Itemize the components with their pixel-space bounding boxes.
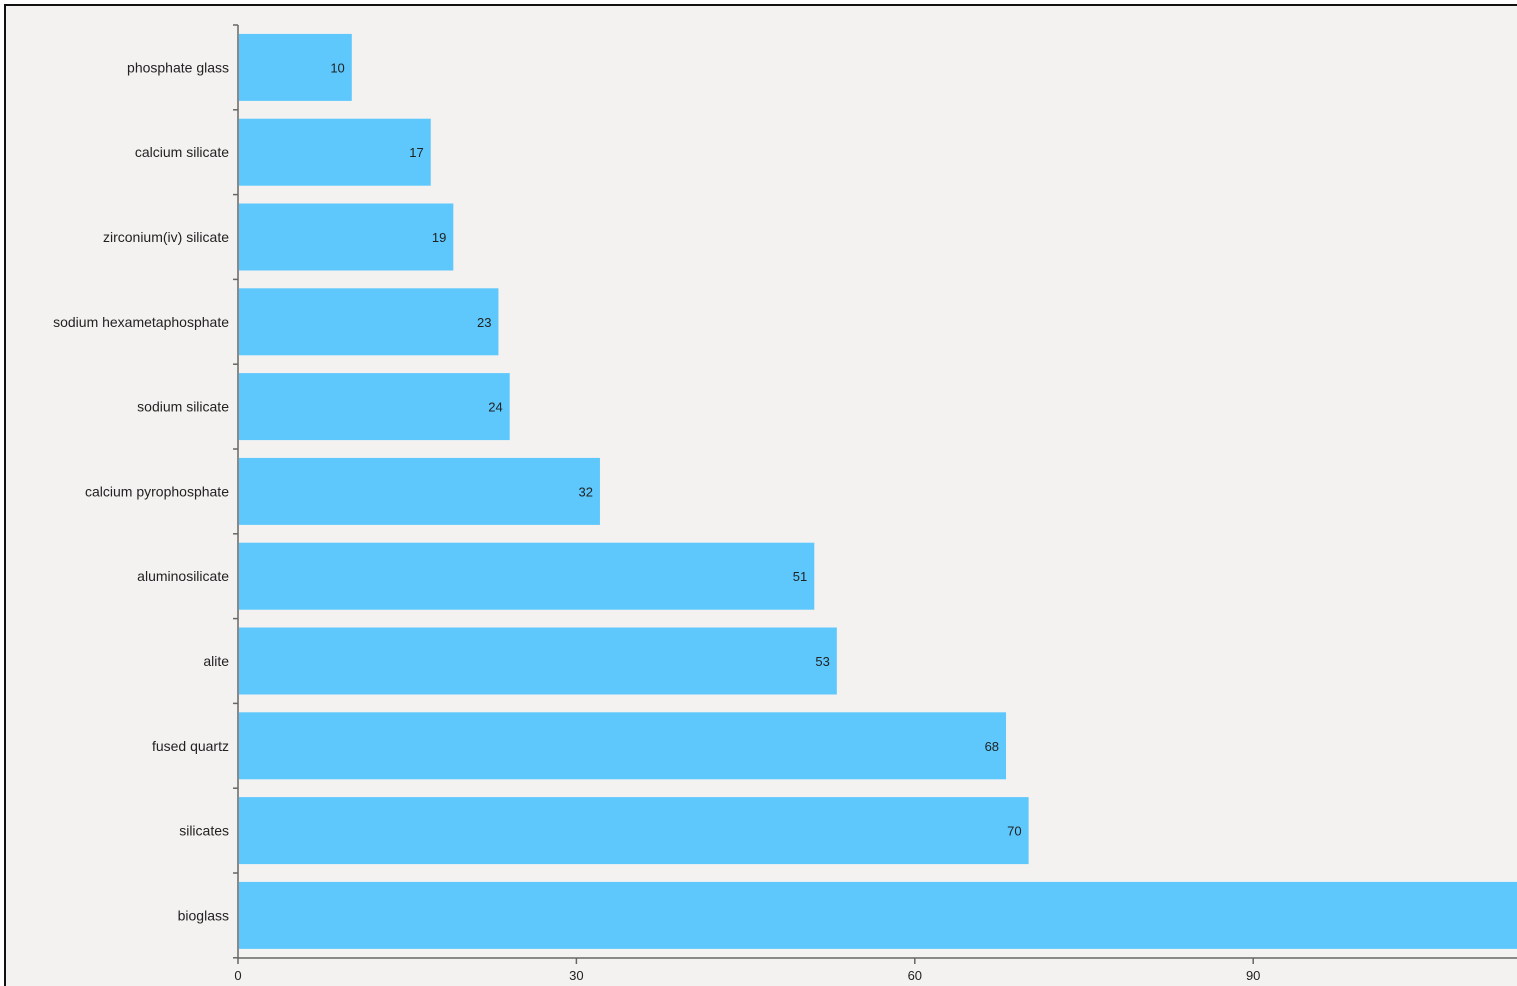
data-label: 51 [793,569,807,584]
data-label: 19 [432,230,446,245]
bar [239,712,1007,780]
data-label: 68 [985,739,999,754]
value-labels: 10 17 19 23 24 32 51 53 68 70 [330,60,1021,838]
category-label: alite [203,653,229,669]
x-axis-ticks: 0 30 60 90 [234,958,1260,983]
category-label: sodium hexametaphosphate [53,314,229,330]
category-label: bioglass [178,907,229,923]
category-label: zirconium(iv) silicate [103,229,229,245]
bar [239,797,1029,865]
bar [239,33,352,101]
bar [239,373,510,441]
category-labels: phosphate glass calcium silicate zirconium… [53,59,229,923]
category-label: silicates [179,823,229,839]
x-tick-label: 30 [569,968,583,983]
bar [239,457,600,525]
category-label: phosphate glass [127,59,229,75]
bar [239,118,431,186]
category-label: fused quartz [152,738,229,754]
data-label: 17 [409,145,423,160]
category-label: calcium silicate [135,144,229,160]
data-label: 32 [578,484,592,499]
data-label: 53 [815,654,829,669]
bar [239,288,499,356]
bars-group [239,33,1517,949]
bar [239,542,815,610]
category-label: sodium silicate [137,399,229,415]
y-axis-ticks [233,24,238,959]
x-tick-label: 90 [1246,968,1260,983]
x-tick-label: 60 [908,968,922,983]
x-tick-label: 0 [234,968,241,983]
bar [239,203,454,271]
bar [239,627,837,695]
category-label: aluminosilicate [137,568,229,584]
data-label: 23 [477,315,491,330]
data-label: 70 [1007,824,1021,839]
bar [239,881,1517,949]
data-label: 24 [488,400,502,415]
category-label: calcium pyrophosphate [85,483,229,499]
data-label: 10 [330,60,344,75]
